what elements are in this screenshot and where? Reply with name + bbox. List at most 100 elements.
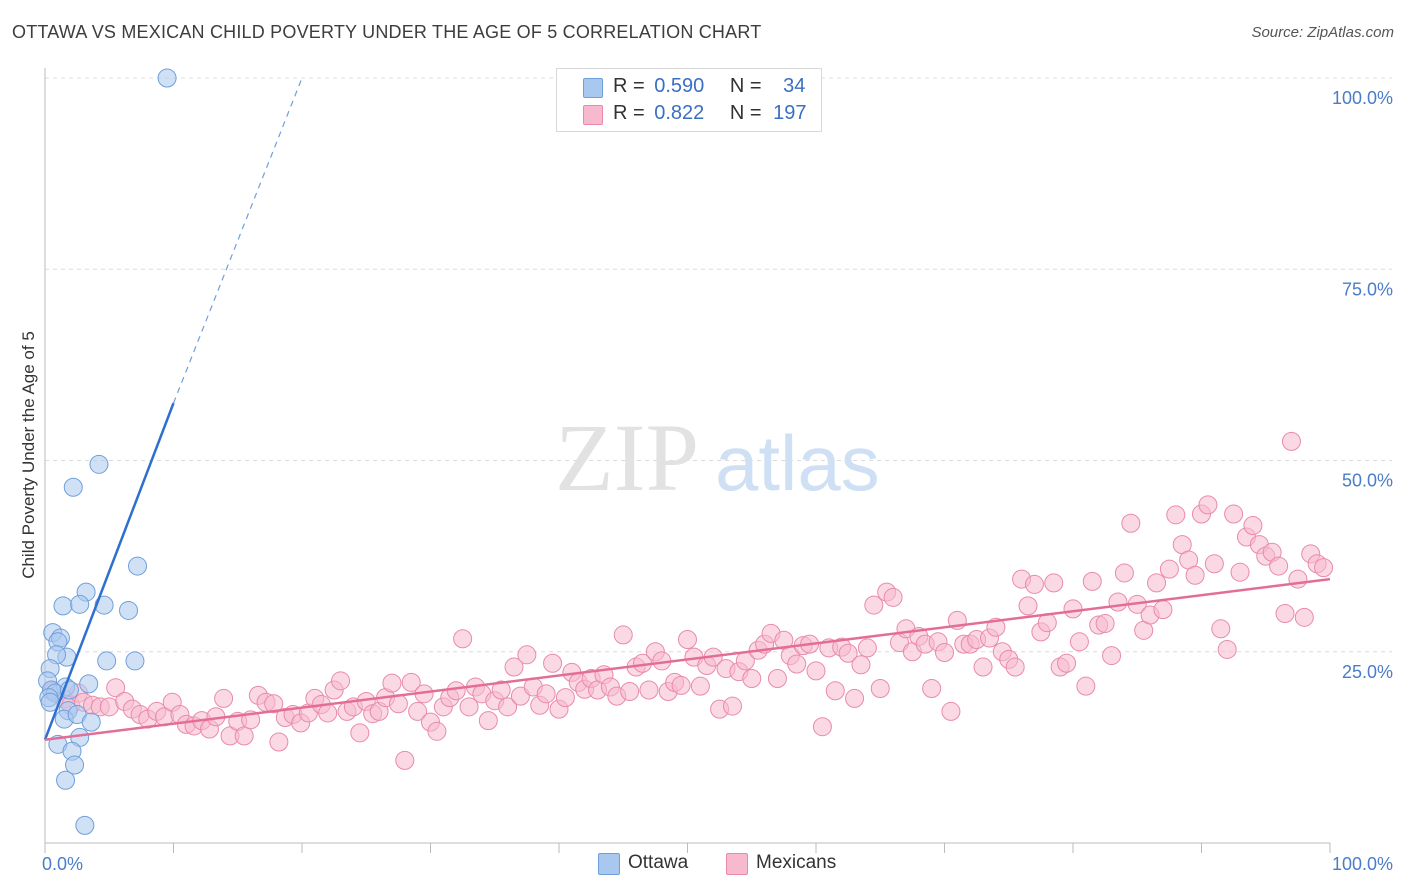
mexicans-point <box>1243 516 1263 536</box>
mexicans-point <box>318 703 338 723</box>
mexicans-point <box>1159 559 1179 579</box>
mexicans-point <box>767 669 787 689</box>
mexicans-point <box>639 680 659 700</box>
mexicans-point <box>264 694 284 714</box>
mexicans-point <box>408 701 428 721</box>
mexicans-point <box>446 681 466 701</box>
mexicans-point <box>870 678 890 698</box>
ottawa-point <box>81 712 101 732</box>
mexicans-point <box>517 645 537 665</box>
mexicans-point <box>1314 558 1334 578</box>
mexicans-point <box>1114 563 1134 583</box>
mexicans-point <box>1224 504 1244 524</box>
mexicans-point <box>1275 604 1295 623</box>
mexicans-point <box>427 721 447 741</box>
tick-labels: 100.0% 75.0% 50.0% 25.0% 0.0% 100.0% <box>42 88 1393 874</box>
mexicans-trend-line <box>44 577 1331 741</box>
mexicans-point <box>1294 607 1314 627</box>
mexicans-point <box>1121 513 1141 533</box>
mexicans-point <box>620 682 640 702</box>
ottawa-point <box>119 600 139 620</box>
source-label: Source: ZipAtlas.com <box>1251 24 1394 41</box>
mexicans-point <box>1063 599 1083 619</box>
mexicans-point <box>510 686 530 706</box>
mexicans-point <box>1102 646 1122 666</box>
legend-n-label: N = <box>729 102 762 124</box>
legend-r-label: R = <box>613 75 645 97</box>
mexicans-point <box>1057 653 1077 673</box>
mexicans-point <box>1166 505 1186 525</box>
mexicans-point <box>1230 562 1250 582</box>
mexicans-point <box>1153 600 1173 620</box>
legend-n-value: 34 <box>783 75 806 97</box>
ottawa-trend-line <box>43 402 175 741</box>
x-tick-label: 0.0% <box>42 854 83 874</box>
ottawa-point <box>157 68 177 88</box>
y-axis-label: Child Poverty Under the Age of 5 <box>19 331 38 579</box>
mexicans-point <box>1076 676 1096 696</box>
mexicans-point <box>1069 632 1089 652</box>
zipatlas-watermark: ZIP atlas <box>555 404 880 511</box>
mexicans-point <box>1204 554 1224 574</box>
mexicans-point <box>613 625 633 645</box>
ottawa-point <box>70 594 90 614</box>
mexicans-point <box>973 657 993 677</box>
mexicans-point <box>478 711 498 731</box>
legend-n-value: 197 <box>773 102 807 124</box>
trend-lines <box>43 77 1331 741</box>
ottawa-point <box>89 454 109 474</box>
mexicans-point <box>350 723 370 743</box>
mexicans-point <box>1211 619 1231 639</box>
ottawa-point <box>128 556 148 576</box>
mexicans-point <box>401 672 421 692</box>
mexicans-point <box>536 684 556 704</box>
mexicans-point <box>1217 639 1237 659</box>
ottawa-point <box>75 815 95 835</box>
y-tick-label: 75.0% <box>1342 279 1393 299</box>
mexicans-point <box>1018 596 1038 616</box>
ottawa-point <box>56 770 76 790</box>
mexicans-point <box>214 688 234 708</box>
chart-title: OTTAWA VS MEXICAN CHILD POVERTY UNDER TH… <box>12 22 762 42</box>
mexicans-point <box>722 696 742 716</box>
ottawa-trend-extension <box>172 77 303 404</box>
mexicans-point <box>498 697 518 717</box>
mexicans-point <box>922 678 942 698</box>
mexicans-point <box>453 629 473 649</box>
legend-swatch-ottawa <box>583 78 603 98</box>
mexicans-point <box>851 655 871 675</box>
mexicans-point <box>269 732 289 752</box>
mexicans-point <box>555 688 575 708</box>
mexicans-point <box>671 675 691 695</box>
stats-legend: R = 0.590 N = 34 R = 0.822 N = 197 <box>556 68 822 132</box>
ottawa-point <box>97 651 117 671</box>
bottom-legend-swatch-ottawa <box>598 853 620 875</box>
bottom-legend-label-ottawa: Ottawa <box>628 852 689 873</box>
x-tick-label: 100.0% <box>1332 854 1393 874</box>
mexicans-point <box>1024 574 1044 594</box>
mexicans-point <box>857 638 877 658</box>
mexicans-point <box>234 726 254 746</box>
y-tick-label: 25.0% <box>1342 662 1393 682</box>
mexicans-point <box>690 676 710 696</box>
ottawa-point <box>79 674 99 694</box>
mexicans-point <box>1185 565 1205 585</box>
mexicans-point <box>678 630 697 650</box>
mexicans-point <box>806 661 826 681</box>
mexicans-point <box>941 701 961 721</box>
watermark-zip: ZIP <box>555 404 699 511</box>
legend-r-label: R = <box>613 102 645 124</box>
mexicans-point <box>838 643 858 663</box>
mexicans-point <box>812 717 832 737</box>
mexicans-point <box>986 617 1006 637</box>
legend-r-value: 0.590 <box>654 75 705 97</box>
mexicans-point <box>331 671 351 691</box>
mexicans-point <box>543 653 563 673</box>
mexicans-point <box>382 673 402 693</box>
legend-r-value: 0.822 <box>654 102 705 124</box>
mexicans-point <box>1044 573 1064 593</box>
mexicans-point <box>864 595 884 615</box>
mexicans-point <box>106 678 126 698</box>
mexicans-point <box>1147 573 1167 593</box>
mexicans-point <box>395 750 415 770</box>
